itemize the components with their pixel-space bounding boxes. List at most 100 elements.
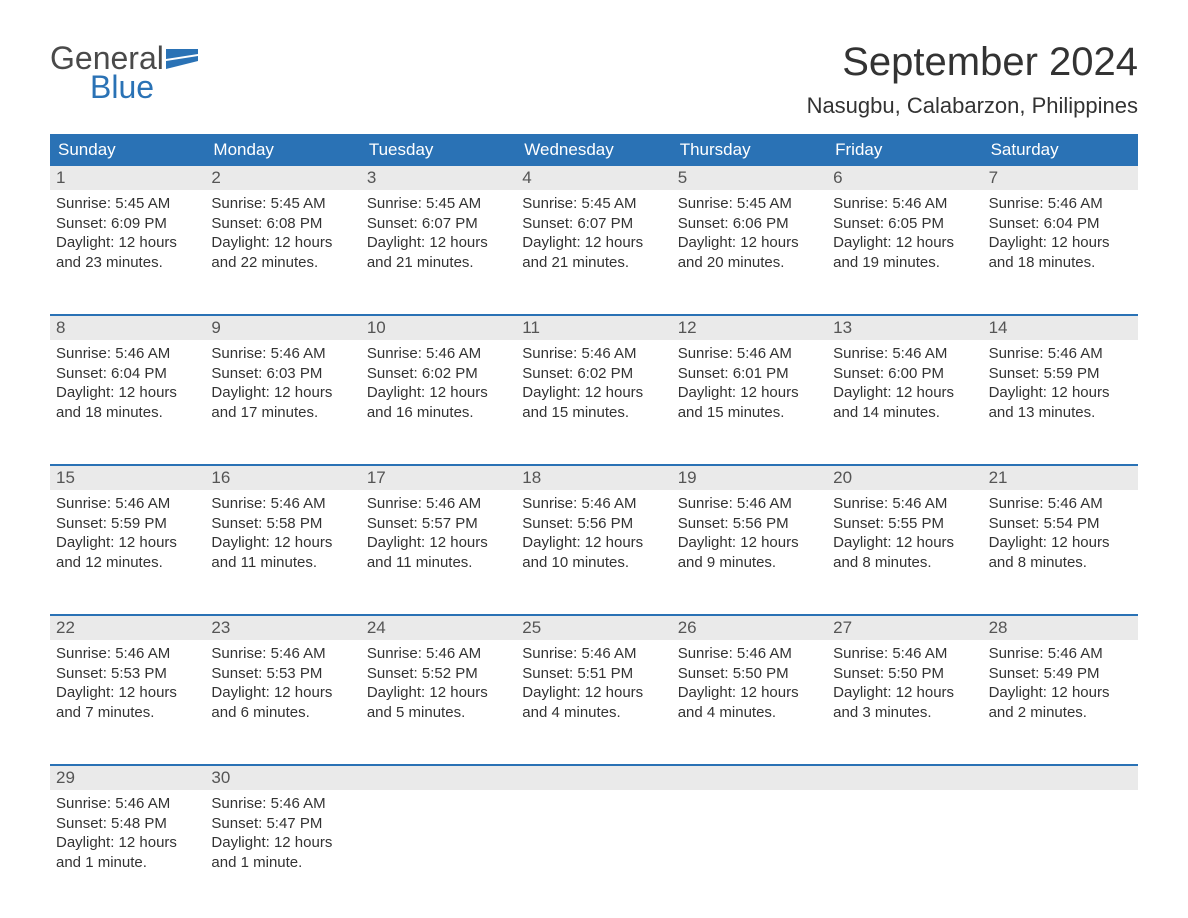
sunrise-text: Sunrise: 5:46 AM xyxy=(211,494,354,514)
day-number-cell: 23 xyxy=(205,616,360,640)
daylight-text-2: and 8 minutes. xyxy=(833,553,976,573)
sunrise-text: Sunrise: 5:46 AM xyxy=(989,644,1132,664)
day-content-cell xyxy=(827,790,982,876)
daylight-text-2: and 8 minutes. xyxy=(989,553,1132,573)
day-content-cell: Sunrise: 5:46 AMSunset: 5:47 PMDaylight:… xyxy=(205,790,360,876)
day-number-row: 22232425262728 xyxy=(50,616,1138,640)
sunset-text: Sunset: 5:57 PM xyxy=(367,514,510,534)
daylight-text-2: and 19 minutes. xyxy=(833,253,976,273)
daylight-text-1: Daylight: 12 hours xyxy=(56,833,199,853)
day-number-cell: 11 xyxy=(516,316,671,340)
sunrise-text: Sunrise: 5:46 AM xyxy=(678,494,821,514)
sunrise-text: Sunrise: 5:46 AM xyxy=(833,644,976,664)
day-number-cell: 26 xyxy=(672,616,827,640)
day-number-cell: 22 xyxy=(50,616,205,640)
calendar-grid: Sunday Monday Tuesday Wednesday Thursday… xyxy=(50,134,1138,876)
day-header-wed: Wednesday xyxy=(516,134,671,166)
day-number-cell: 29 xyxy=(50,766,205,790)
sunrise-text: Sunrise: 5:46 AM xyxy=(211,644,354,664)
day-number-cell: 30 xyxy=(205,766,360,790)
location-subtitle: Nasugbu, Calabarzon, Philippines xyxy=(807,93,1138,119)
day-number-cell xyxy=(361,766,516,790)
day-number-cell: 17 xyxy=(361,466,516,490)
day-content-cell: Sunrise: 5:46 AMSunset: 5:52 PMDaylight:… xyxy=(361,640,516,726)
day-number-row: 2930 xyxy=(50,766,1138,790)
daylight-text-2: and 15 minutes. xyxy=(522,403,665,423)
daylight-text-1: Daylight: 12 hours xyxy=(989,383,1132,403)
day-number-cell: 21 xyxy=(983,466,1138,490)
daylight-text-2: and 4 minutes. xyxy=(678,703,821,723)
week-row: 2930Sunrise: 5:46 AMSunset: 5:48 PMDayli… xyxy=(50,764,1138,876)
daylight-text-1: Daylight: 12 hours xyxy=(367,533,510,553)
day-number-cell: 6 xyxy=(827,166,982,190)
daylight-text-2: and 18 minutes. xyxy=(56,403,199,423)
daylight-text-2: and 16 minutes. xyxy=(367,403,510,423)
day-content-cell: Sunrise: 5:45 AMSunset: 6:08 PMDaylight:… xyxy=(205,190,360,276)
daylight-text-2: and 13 minutes. xyxy=(989,403,1132,423)
day-content-cell: Sunrise: 5:46 AMSunset: 6:00 PMDaylight:… xyxy=(827,340,982,426)
day-number-cell: 2 xyxy=(205,166,360,190)
day-content-cell xyxy=(672,790,827,876)
day-number-cell: 14 xyxy=(983,316,1138,340)
day-content-cell: Sunrise: 5:46 AMSunset: 5:53 PMDaylight:… xyxy=(50,640,205,726)
daylight-text-1: Daylight: 12 hours xyxy=(989,683,1132,703)
daylight-text-1: Daylight: 12 hours xyxy=(367,233,510,253)
day-header-thu: Thursday xyxy=(672,134,827,166)
daylight-text-1: Daylight: 12 hours xyxy=(989,233,1132,253)
week-row: 891011121314Sunrise: 5:46 AMSunset: 6:04… xyxy=(50,314,1138,426)
daylight-text-1: Daylight: 12 hours xyxy=(56,533,199,553)
week-row: 1234567Sunrise: 5:45 AMSunset: 6:09 PMDa… xyxy=(50,166,1138,276)
day-content-cell: Sunrise: 5:46 AMSunset: 6:04 PMDaylight:… xyxy=(50,340,205,426)
daylight-text-2: and 21 minutes. xyxy=(522,253,665,273)
sunset-text: Sunset: 5:59 PM xyxy=(989,364,1132,384)
sunrise-text: Sunrise: 5:46 AM xyxy=(678,644,821,664)
sunset-text: Sunset: 6:06 PM xyxy=(678,214,821,234)
sunrise-text: Sunrise: 5:46 AM xyxy=(522,494,665,514)
sunrise-text: Sunrise: 5:45 AM xyxy=(211,194,354,214)
day-number-cell: 16 xyxy=(205,466,360,490)
day-content-cell: Sunrise: 5:46 AMSunset: 6:02 PMDaylight:… xyxy=(516,340,671,426)
sunrise-text: Sunrise: 5:46 AM xyxy=(211,794,354,814)
day-header-mon: Monday xyxy=(205,134,360,166)
sunset-text: Sunset: 5:53 PM xyxy=(211,664,354,684)
day-content-cell: Sunrise: 5:46 AMSunset: 5:57 PMDaylight:… xyxy=(361,490,516,576)
daylight-text-1: Daylight: 12 hours xyxy=(367,383,510,403)
sunset-text: Sunset: 6:03 PM xyxy=(211,364,354,384)
sunset-text: Sunset: 6:07 PM xyxy=(367,214,510,234)
day-header-sun: Sunday xyxy=(50,134,205,166)
daylight-text-1: Daylight: 12 hours xyxy=(211,683,354,703)
daylight-text-2: and 11 minutes. xyxy=(211,553,354,573)
day-content-cell: Sunrise: 5:46 AMSunset: 5:56 PMDaylight:… xyxy=(672,490,827,576)
day-content-row: Sunrise: 5:45 AMSunset: 6:09 PMDaylight:… xyxy=(50,190,1138,276)
sunrise-text: Sunrise: 5:46 AM xyxy=(367,344,510,364)
day-number-cell xyxy=(672,766,827,790)
day-content-cell: Sunrise: 5:46 AMSunset: 5:50 PMDaylight:… xyxy=(827,640,982,726)
sunset-text: Sunset: 5:51 PM xyxy=(522,664,665,684)
sunrise-text: Sunrise: 5:46 AM xyxy=(833,344,976,364)
sunrise-text: Sunrise: 5:45 AM xyxy=(522,194,665,214)
daylight-text-1: Daylight: 12 hours xyxy=(522,683,665,703)
sunset-text: Sunset: 6:02 PM xyxy=(522,364,665,384)
day-number-cell: 12 xyxy=(672,316,827,340)
week-row: 15161718192021Sunrise: 5:46 AMSunset: 5:… xyxy=(50,464,1138,576)
daylight-text-1: Daylight: 12 hours xyxy=(833,533,976,553)
sunset-text: Sunset: 5:56 PM xyxy=(678,514,821,534)
week-row: 22232425262728Sunrise: 5:46 AMSunset: 5:… xyxy=(50,614,1138,726)
title-block: September 2024 Nasugbu, Calabarzon, Phil… xyxy=(807,40,1138,119)
sunset-text: Sunset: 6:08 PM xyxy=(211,214,354,234)
logo: General Blue xyxy=(50,40,198,106)
day-number-row: 15161718192021 xyxy=(50,466,1138,490)
daylight-text-2: and 21 minutes. xyxy=(367,253,510,273)
sunset-text: Sunset: 5:56 PM xyxy=(522,514,665,534)
day-number-cell xyxy=(827,766,982,790)
daylight-text-2: and 23 minutes. xyxy=(56,253,199,273)
day-content-cell: Sunrise: 5:45 AMSunset: 6:07 PMDaylight:… xyxy=(516,190,671,276)
sunrise-text: Sunrise: 5:46 AM xyxy=(56,644,199,664)
day-content-cell: Sunrise: 5:46 AMSunset: 5:58 PMDaylight:… xyxy=(205,490,360,576)
sunset-text: Sunset: 5:50 PM xyxy=(678,664,821,684)
sunset-text: Sunset: 6:05 PM xyxy=(833,214,976,234)
day-content-cell xyxy=(983,790,1138,876)
sunset-text: Sunset: 6:07 PM xyxy=(522,214,665,234)
day-number-cell: 28 xyxy=(983,616,1138,640)
day-content-cell: Sunrise: 5:46 AMSunset: 6:03 PMDaylight:… xyxy=(205,340,360,426)
